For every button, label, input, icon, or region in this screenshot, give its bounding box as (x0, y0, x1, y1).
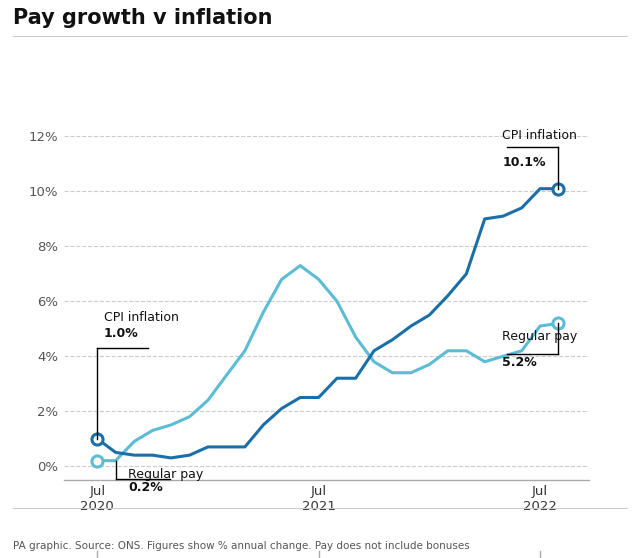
Text: PA graphic. Source: ONS. Figures show % annual change. Pay does not include bonu: PA graphic. Source: ONS. Figures show % … (13, 541, 470, 551)
Text: 10.1%: 10.1% (502, 156, 546, 169)
Text: CPI inflation: CPI inflation (104, 311, 179, 324)
Text: 1.0%: 1.0% (104, 328, 139, 340)
Text: Regular pay: Regular pay (128, 468, 204, 480)
Text: CPI inflation: CPI inflation (502, 129, 577, 142)
Text: 5.2%: 5.2% (502, 356, 537, 369)
Text: Regular pay: Regular pay (502, 330, 578, 343)
Text: 0.2%: 0.2% (128, 481, 163, 494)
Text: Pay growth v inflation: Pay growth v inflation (13, 8, 272, 28)
